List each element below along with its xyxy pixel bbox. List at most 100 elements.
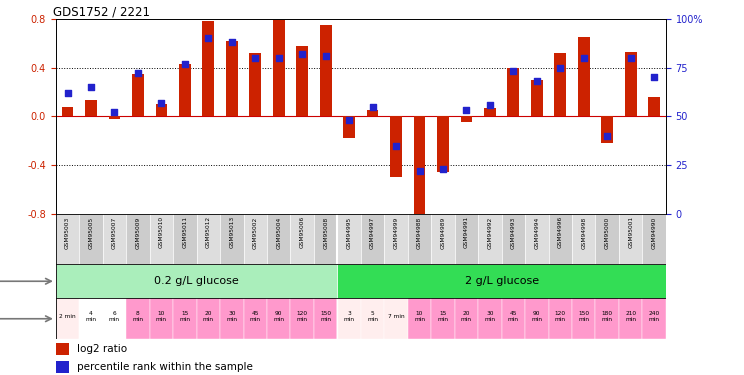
Point — [296, 51, 308, 57]
Text: percentile rank within the sample: percentile rank within the sample — [77, 362, 253, 372]
Bar — [455, 214, 478, 264]
Text: 150
min: 150 min — [578, 312, 589, 322]
Bar — [196, 214, 220, 264]
Text: GSM94999: GSM94999 — [394, 216, 399, 249]
Bar — [150, 298, 173, 339]
Text: GSM95005: GSM95005 — [89, 216, 94, 249]
Bar — [296, 46, 308, 116]
Text: GSM94993: GSM94993 — [511, 216, 516, 249]
Text: 150
min: 150 min — [320, 312, 331, 322]
Bar — [385, 214, 408, 264]
Bar — [525, 298, 548, 339]
Bar — [478, 298, 501, 339]
Bar — [56, 264, 337, 298]
Text: 2 g/L glucose: 2 g/L glucose — [464, 276, 539, 286]
Bar — [548, 214, 572, 264]
Bar — [437, 116, 449, 172]
Bar — [226, 41, 237, 116]
Bar — [337, 298, 361, 339]
Bar — [290, 298, 314, 339]
Text: GSM95003: GSM95003 — [65, 216, 70, 249]
Text: GSM94996: GSM94996 — [558, 216, 562, 248]
Point — [202, 35, 214, 41]
Bar — [484, 108, 496, 116]
Bar — [150, 214, 173, 264]
Bar — [103, 298, 126, 339]
Bar — [595, 214, 619, 264]
Bar — [56, 343, 69, 355]
Text: 20
min: 20 min — [203, 312, 214, 322]
Text: GSM95002: GSM95002 — [253, 216, 257, 249]
Text: 180
min: 180 min — [602, 312, 613, 322]
Bar — [548, 298, 572, 339]
Point — [531, 78, 543, 84]
Bar — [290, 214, 314, 264]
Bar — [390, 116, 402, 177]
Point — [273, 55, 285, 61]
Bar — [337, 214, 361, 264]
Text: GSM95010: GSM95010 — [159, 216, 164, 248]
Text: 6
min: 6 min — [109, 312, 120, 322]
Bar — [619, 214, 642, 264]
Text: 90
min: 90 min — [273, 312, 284, 322]
Text: 90
min: 90 min — [531, 312, 542, 322]
Bar — [601, 116, 613, 143]
Text: GSM95006: GSM95006 — [300, 216, 305, 248]
Point — [132, 70, 144, 76]
Point — [109, 110, 121, 116]
Bar — [337, 264, 666, 298]
Text: 0.2 g/L glucose: 0.2 g/L glucose — [154, 276, 239, 286]
Bar — [220, 214, 243, 264]
Point — [367, 104, 379, 110]
Text: 3
min: 3 min — [344, 312, 355, 322]
Text: 15
min: 15 min — [179, 312, 190, 322]
Bar — [243, 298, 267, 339]
Bar — [642, 214, 666, 264]
Text: GSM95004: GSM95004 — [276, 216, 281, 249]
Bar — [56, 298, 80, 339]
Bar — [642, 298, 666, 339]
Bar — [196, 298, 220, 339]
Bar — [314, 298, 337, 339]
Bar — [507, 68, 519, 116]
Text: GSM94991: GSM94991 — [464, 216, 469, 248]
Text: GSM94989: GSM94989 — [440, 216, 446, 249]
Point — [461, 107, 472, 113]
Point — [414, 168, 426, 174]
Bar — [155, 104, 167, 116]
Bar — [361, 298, 385, 339]
Text: 8
min: 8 min — [132, 312, 144, 322]
Bar — [267, 298, 290, 339]
Text: GSM95001: GSM95001 — [628, 216, 633, 248]
Bar — [62, 106, 74, 116]
Text: 7 min: 7 min — [388, 314, 404, 319]
Bar — [132, 74, 144, 116]
Point — [320, 53, 332, 59]
Bar — [314, 214, 337, 264]
Bar — [367, 110, 379, 116]
Point — [648, 74, 660, 80]
Text: log2 ratio: log2 ratio — [77, 344, 127, 354]
Bar — [126, 214, 150, 264]
Bar — [343, 116, 355, 138]
Text: GSM94998: GSM94998 — [581, 216, 586, 249]
Text: GSM94992: GSM94992 — [487, 216, 493, 249]
Text: 2 min: 2 min — [60, 314, 76, 319]
Point — [155, 100, 167, 106]
Bar — [56, 214, 80, 264]
Point — [249, 55, 261, 61]
Text: GSM95013: GSM95013 — [229, 216, 234, 248]
Text: 10
min: 10 min — [156, 312, 167, 322]
Text: GSM95000: GSM95000 — [605, 216, 610, 249]
Bar — [103, 214, 126, 264]
Text: GSM94995: GSM94995 — [347, 216, 352, 249]
Text: GDS1752 / 2221: GDS1752 / 2221 — [53, 6, 150, 19]
Bar — [625, 52, 637, 116]
Text: 5
min: 5 min — [367, 312, 378, 322]
Point — [390, 142, 402, 148]
Text: GSM94994: GSM94994 — [534, 216, 539, 249]
Text: GSM94997: GSM94997 — [370, 216, 375, 249]
Point — [85, 84, 97, 90]
Bar — [361, 214, 385, 264]
Bar — [461, 116, 472, 122]
